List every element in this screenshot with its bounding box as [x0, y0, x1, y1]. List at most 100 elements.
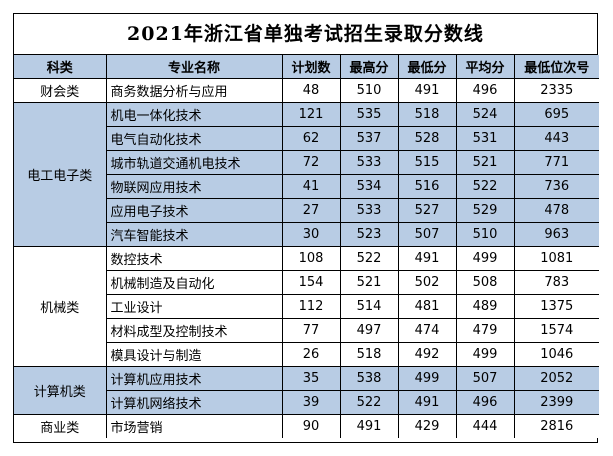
table-row: 工业设计 112 514 481 489 1375 [14, 294, 599, 319]
major-cell: 应用电子技术 [106, 198, 283, 223]
table-row: 城市轨道交通机电技术 72 533 515 521 771 [14, 150, 599, 175]
plan-cell: 48 [281, 78, 341, 103]
min-cell: 516 [397, 174, 457, 199]
max-cell: 497 [339, 318, 399, 343]
max-cell: 510 [339, 78, 399, 103]
min-cell: 491 [397, 390, 457, 415]
major-cell: 城市轨道交通机电技术 [106, 150, 283, 175]
min-cell: 492 [397, 342, 457, 367]
min-cell: 481 [397, 294, 457, 319]
rank-cell: 2335 [513, 78, 599, 103]
major-cell: 计算机应用技术 [105, 366, 283, 391]
header-min: 最低分 [397, 55, 457, 79]
max-cell: 491 [339, 414, 399, 438]
avg-cell: 479 [455, 318, 515, 343]
rank-cell: 963 [513, 222, 599, 247]
rank-cell: 1046 [513, 342, 599, 367]
rank-cell: 771 [513, 150, 599, 175]
max-cell: 534 [339, 174, 399, 199]
plan-cell: 26 [281, 342, 341, 367]
table-row: 材料成型及控制技术 77 497 474 479 1574 [14, 318, 599, 343]
table-row: 机械制造及自动化 154 521 502 508 783 [14, 270, 599, 295]
rank-cell: 443 [513, 126, 599, 151]
avg-cell: 510 [455, 222, 515, 247]
table-row: 计算机网络技术 39 522 491 496 2399 [14, 390, 599, 415]
plan-cell: 112 [281, 294, 341, 319]
avg-cell: 531 [455, 126, 515, 151]
max-cell: 535 [339, 102, 399, 127]
header-plan: 计划数 [281, 55, 341, 79]
major-cell: 计算机网络技术 [106, 390, 283, 415]
min-cell: 499 [397, 366, 457, 391]
category-cell: 机械类 [14, 246, 107, 367]
plan-cell: 30 [281, 222, 341, 247]
avg-cell: 507 [455, 366, 515, 391]
rank-cell: 2816 [513, 414, 599, 438]
avg-cell: 496 [455, 78, 515, 103]
major-cell: 物联网应用技术 [106, 174, 283, 199]
major-cell: 模具设计与制造 [106, 342, 283, 367]
min-cell: 528 [397, 126, 457, 151]
min-cell: 474 [397, 318, 457, 343]
avg-cell: 524 [455, 102, 515, 127]
table-row: 电工电子类 机电一体化技术 121 535 518 524 695 [14, 102, 599, 247]
table-title: 2021年浙江省单独考试招生录取分数线 [14, 14, 597, 55]
header-max: 最高分 [339, 55, 399, 79]
table-row: 财会类 商务数据分析与应用 48 510 491 496 2335 [14, 78, 599, 103]
plan-cell: 121 [281, 102, 341, 127]
avg-cell: 529 [455, 198, 515, 223]
rank-cell: 1081 [513, 246, 599, 271]
max-cell: 538 [339, 366, 399, 391]
header-rank: 最低位次号 [513, 55, 599, 79]
min-cell: 491 [397, 246, 457, 271]
rank-cell: 478 [513, 198, 599, 223]
category-cell: 电工电子类 [14, 102, 107, 247]
max-cell: 537 [339, 126, 399, 151]
rank-cell: 1574 [513, 318, 599, 343]
plan-cell: 108 [281, 246, 341, 271]
rank-cell: 783 [513, 270, 599, 295]
plan-cell: 90 [281, 414, 341, 438]
table-body: 财会类 商务数据分析与应用 48 510 491 496 2335 电工电子类 机电一体化技术 1… [14, 78, 599, 438]
major-cell: 数控技术 [105, 246, 283, 271]
plan-cell: 27 [281, 198, 341, 223]
plan-cell: 77 [281, 318, 341, 343]
header-avg: 平均分 [455, 55, 515, 79]
table-row: 应用电子技术 27 533 527 529 478 [14, 198, 599, 223]
category-cell: 商业类 [14, 414, 107, 438]
max-cell: 533 [339, 198, 399, 223]
avg-cell: 489 [455, 294, 515, 319]
max-cell: 514 [339, 294, 399, 319]
major-cell: 机械制造及自动化 [106, 270, 283, 295]
rank-cell: 695 [513, 102, 599, 127]
major-cell: 电气自动化技术 [106, 126, 283, 151]
table-row: 机械类 数控技术 108 522 491 499 1081 [14, 246, 599, 367]
plan-cell: 72 [281, 150, 341, 175]
max-cell: 522 [339, 246, 399, 271]
major-cell: 机电一体化技术 [105, 102, 283, 127]
min-cell: 429 [397, 414, 457, 438]
plan-cell: 62 [281, 126, 341, 151]
score-table: 科类 专业名称 计划数 最高分 最低分 平均分 最低位次号 财会类 商务数据分析与… [14, 55, 599, 438]
min-cell: 491 [397, 78, 457, 103]
max-cell: 522 [339, 390, 399, 415]
major-cell: 材料成型及控制技术 [106, 318, 283, 343]
avg-cell: 522 [455, 174, 515, 199]
avg-cell: 499 [455, 246, 515, 271]
plan-cell: 41 [281, 174, 341, 199]
min-cell: 527 [397, 198, 457, 223]
category-cell: 财会类 [14, 78, 107, 103]
category-cell: 计算机类 [14, 366, 107, 415]
max-cell: 521 [339, 270, 399, 295]
avg-cell: 496 [455, 390, 515, 415]
major-cell: 市场营销 [105, 414, 283, 438]
avg-cell: 521 [455, 150, 515, 175]
avg-cell: 508 [455, 270, 515, 295]
header-major: 专业名称 [105, 55, 283, 79]
major-cell: 商务数据分析与应用 [105, 78, 283, 103]
max-cell: 523 [339, 222, 399, 247]
rank-cell: 2399 [513, 390, 599, 415]
min-cell: 502 [397, 270, 457, 295]
rank-cell: 2052 [513, 366, 599, 391]
major-cell: 工业设计 [106, 294, 283, 319]
